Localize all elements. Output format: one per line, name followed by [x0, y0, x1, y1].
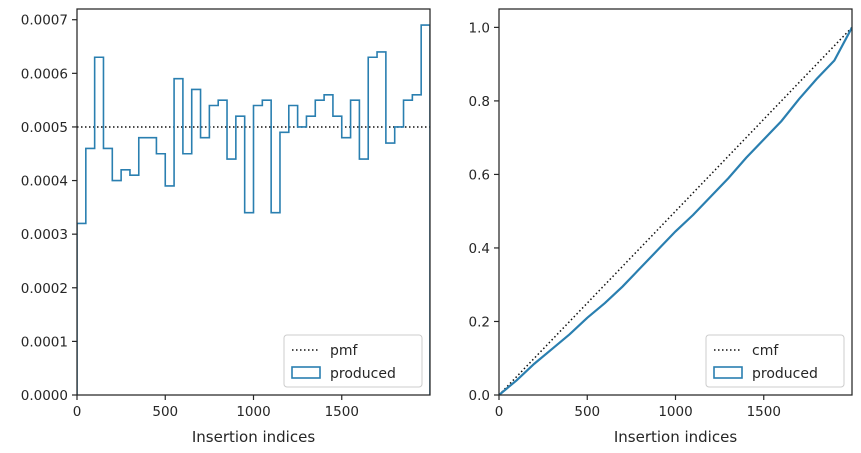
legend-swatch-produced	[291, 366, 321, 379]
legend-label-produced: produced	[752, 366, 818, 382]
x-tick-label: 1000	[236, 404, 270, 420]
x-tick-label: 0	[73, 404, 82, 420]
y-tick-label: 0.2	[469, 314, 490, 330]
series-produced-step	[77, 24, 430, 395]
y-tick-label: 0.0006	[21, 66, 68, 82]
y-tick-label: 0.0003	[21, 227, 68, 243]
legend-label-produced: produced	[330, 366, 396, 382]
y-tick-label: 0.0002	[21, 281, 68, 297]
cmf-cumulative-panel: 0 500 1000 1500 0.0 0.2 0.4 0.6 0.8 1.0 Insertion …	[469, 8, 853, 446]
legend: pmf produced	[283, 334, 423, 388]
legend-box	[283, 334, 423, 388]
series-produced-line	[499, 26, 852, 395]
y-tick-label: 0.0000	[21, 388, 68, 404]
x-tick-label: 500	[152, 404, 178, 420]
y-tick-label: 0.4	[469, 241, 490, 257]
legend: cmf produced	[705, 334, 845, 388]
plot-area	[77, 24, 430, 395]
x-tick-label: 1000	[658, 404, 692, 420]
y-tick-label: 0.8	[469, 94, 490, 110]
series-cmf-line	[499, 26, 852, 395]
legend-swatch-produced	[713, 366, 743, 379]
legend-label-cmf: cmf	[752, 343, 779, 359]
y-tick-label: 0.0001	[21, 334, 68, 350]
legend-box	[705, 334, 845, 388]
x-tick-label: 1500	[747, 404, 781, 420]
x-axis-label: Insertion indices	[614, 428, 737, 446]
y-tick-label: 0.6	[469, 167, 490, 183]
legend-label-pmf: pmf	[330, 343, 359, 359]
x-tick-label: 0	[495, 404, 504, 420]
y-tick-label: 0.0005	[21, 120, 68, 136]
plot-area	[499, 26, 852, 395]
y-tick-label: 1.0	[469, 20, 490, 36]
x-tick-label: 1500	[325, 404, 359, 420]
y-tick-label: 0.0	[469, 388, 490, 404]
pmf-histogram-panel: 0 500 1000 1500 0.0000 0.0001 0.0002 0.0003 0.00…	[21, 8, 431, 446]
x-tick-label: 500	[574, 404, 600, 420]
x-axis-label: Insertion indices	[192, 428, 315, 446]
y-tick-label: 0.0007	[21, 13, 68, 29]
y-tick-label: 0.0004	[21, 174, 68, 190]
